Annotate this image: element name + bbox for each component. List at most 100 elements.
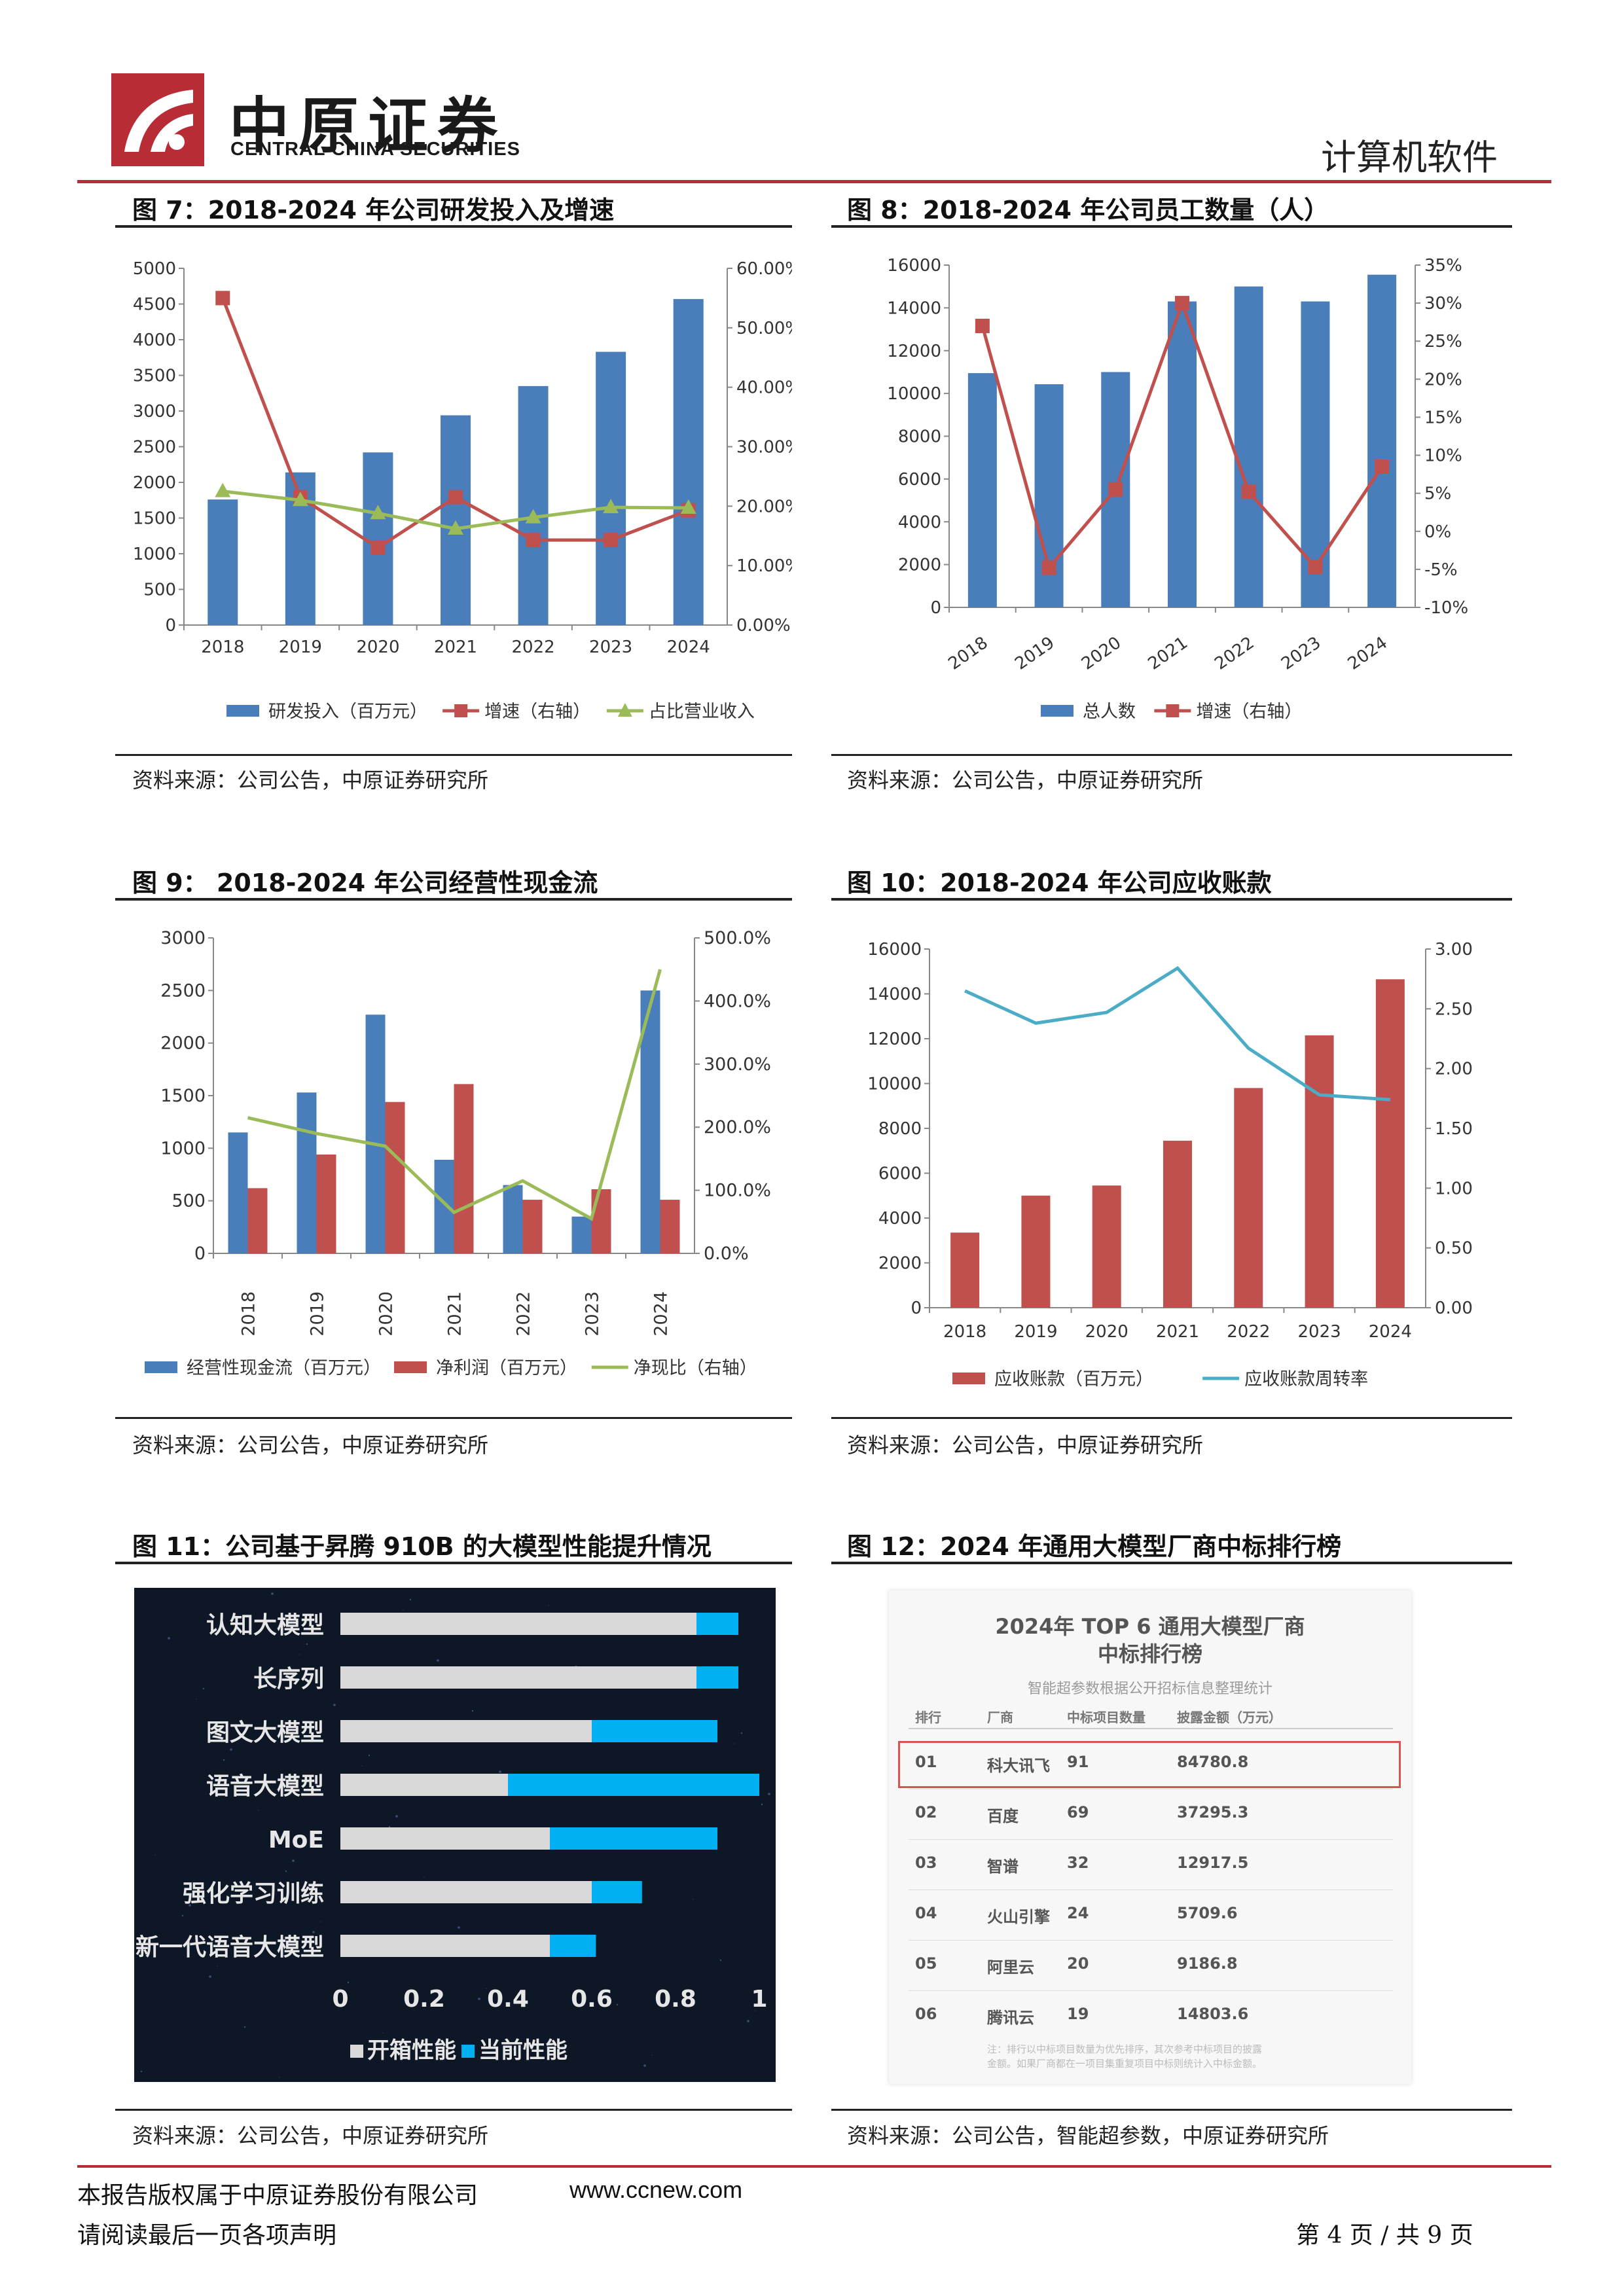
bar-baseline (340, 1613, 696, 1635)
bar-primary (1163, 1140, 1192, 1308)
y-tick-label-left: 0 (930, 598, 941, 618)
y-tick-label-left: 1000 (133, 545, 176, 564)
logo-cn: 中原证券 (229, 90, 507, 161)
ranking-amount: 37295.3 (1177, 1803, 1249, 1821)
background-star (374, 2042, 377, 2045)
y-tick-label-left: 6000 (878, 1164, 922, 1184)
bar-primary (297, 1092, 317, 1253)
y-tick-label-left: 1500 (133, 509, 176, 529)
bar-category-label: 图文大模型 (206, 1719, 324, 1746)
x-tick-label: 2020 (356, 637, 399, 657)
ranking-vendor: 百度 (987, 1807, 1019, 1825)
bar-secondary (385, 1102, 405, 1253)
x-tick-label: 2019 (308, 1291, 328, 1336)
background-star (382, 2032, 384, 2034)
y-tick-label-left: 8000 (878, 1119, 922, 1139)
ranking-amount: 12917.5 (1177, 1854, 1249, 1872)
y-tick-label-right: 0% (1424, 522, 1451, 542)
background-star (388, 1825, 391, 1828)
background-star (761, 1803, 763, 1806)
x-tick-label: 2019 (279, 637, 322, 657)
bar-primary (571, 1216, 592, 1253)
x-tick-label: 2021 (1145, 633, 1191, 674)
figure-9-chart: 0 500 1000 1500 2000 2500 3000 0.0% 100.0% 200.0%… (145, 928, 771, 1378)
x-tick-label: 2022 (1227, 1322, 1270, 1342)
background-star (361, 1765, 363, 1767)
x-tick-label: 2018 (945, 633, 991, 674)
bar-secondary (522, 1200, 543, 1253)
y-tick-label-right: 60.00% (736, 259, 792, 279)
y-tick-label-left: 4000 (898, 512, 941, 532)
y-tick-label-left: 10000 (887, 384, 941, 404)
y-tick-label-left: 2000 (133, 473, 176, 493)
legend-label: 总人数 (1083, 702, 1136, 722)
bar-primary (363, 452, 393, 625)
background-star (437, 1659, 439, 1662)
x-tick-label: 2020 (1078, 633, 1125, 674)
ranking-count: 32 (1067, 1854, 1089, 1872)
ranking-row: 06 腾讯云 19 14803.6 (889, 2005, 1411, 2031)
ranking-amount: 14803.6 (1177, 2005, 1249, 2023)
y-tick-label-right: 5% (1424, 484, 1451, 504)
ranking-footnote-1: 注：排行以中标项目数量为优先排序，其次参考中标项目的披露 (987, 2043, 1263, 2055)
background-star (478, 1998, 480, 2000)
background-star (643, 2064, 646, 2067)
y-tick-label-left: 6000 (898, 470, 941, 490)
y-tick-label-right: 0.00 (1435, 1299, 1473, 1318)
ranking-title-line1: 2024年 TOP 6 通用大模型厂商 (995, 1614, 1305, 1639)
bar-baseline (340, 1720, 592, 1742)
y-tick-label-right: 100.0% (704, 1181, 771, 1201)
background-star (292, 1859, 295, 1862)
legend-swatch-bar (1041, 705, 1074, 717)
ranking-rank: 06 (915, 2005, 937, 2023)
y-tick-label-right: 1.50 (1435, 1119, 1473, 1139)
legend-swatch-bar (394, 1361, 427, 1373)
y-tick-label-left: 3000 (133, 402, 176, 422)
background-star (768, 1793, 770, 1795)
bar-primary (1367, 274, 1397, 607)
ranking-amount: 5709.6 (1177, 1904, 1238, 1922)
legend-marker-square (454, 704, 468, 717)
bar-primary (1092, 1185, 1121, 1308)
figure-11-top-rule (115, 1562, 792, 1564)
figure-10-chart: 0 2000 4000 6000 8000 10000 12000 14000 16000 0.0… (867, 940, 1473, 1390)
ranking-header-amount: 披露金额（万元） (1177, 1710, 1282, 1725)
background-star (347, 1981, 350, 1984)
bar-primary (365, 1014, 386, 1253)
background-star (740, 1732, 743, 1734)
background-star (189, 1904, 191, 1907)
legend-label: 当前性能 (478, 2037, 568, 2064)
ranking-panel: 2024年 TOP 6 通用大模型厂商 中标排行榜 智能超参数根据公开招标信息整… (889, 1590, 1411, 2084)
y-tick-label-right: 25% (1424, 332, 1462, 351)
line-marker-triangle (215, 482, 231, 497)
background-star (299, 1654, 300, 1655)
background-star (223, 1759, 225, 1761)
line-marker-triangle (448, 520, 463, 535)
figure-11-source: 资料来源：公司公告，中原证券研究所 (132, 2123, 489, 2148)
y-tick-label-left: 12000 (867, 1030, 922, 1049)
y-tick-label-left: 12000 (887, 342, 941, 361)
figure-9-source: 资料来源：公司公告，中原证券研究所 (132, 1433, 489, 1458)
figure-12-source: 资料来源：公司公告，智能超参数，中原证券研究所 (847, 2123, 1329, 2148)
background-star (368, 1754, 370, 1757)
background-star (168, 1637, 170, 1640)
x-tick-label: 2023 (1297, 1322, 1341, 1342)
ranking-count: 69 (1067, 1803, 1089, 1821)
ranking-header-row: 排行 厂商 中标项目数量 披露金额（万元） (915, 1707, 1386, 1729)
ranking-row: 04 火山引擎 24 5709.6 (889, 1904, 1411, 1930)
legend-swatch-bar (226, 705, 259, 717)
footer-rule (77, 2165, 1551, 2168)
ranking-count: 24 (1067, 1904, 1089, 1922)
bar-primary (950, 1232, 980, 1308)
footer-notice: 请阅读最后一页各项声明 (77, 2222, 337, 2249)
y-tick-label-left: 2000 (878, 1254, 922, 1274)
footer-website[interactable]: www.ccnew.com (569, 2176, 743, 2203)
logo-en: CENTRAL CHINA SECURITIES (230, 139, 520, 160)
ranking-rank: 04 (915, 1904, 937, 1922)
y-tick-label-right: 10.00% (736, 556, 792, 576)
ranking-rank: 02 (915, 1803, 937, 1821)
legend-swatch-current (461, 2045, 475, 2058)
ranking-row: 02 百度 69 37295.3 (889, 1803, 1411, 1829)
bar-category-label: 新一代语音大模型 (135, 1934, 324, 1961)
background-star (181, 1914, 184, 1917)
